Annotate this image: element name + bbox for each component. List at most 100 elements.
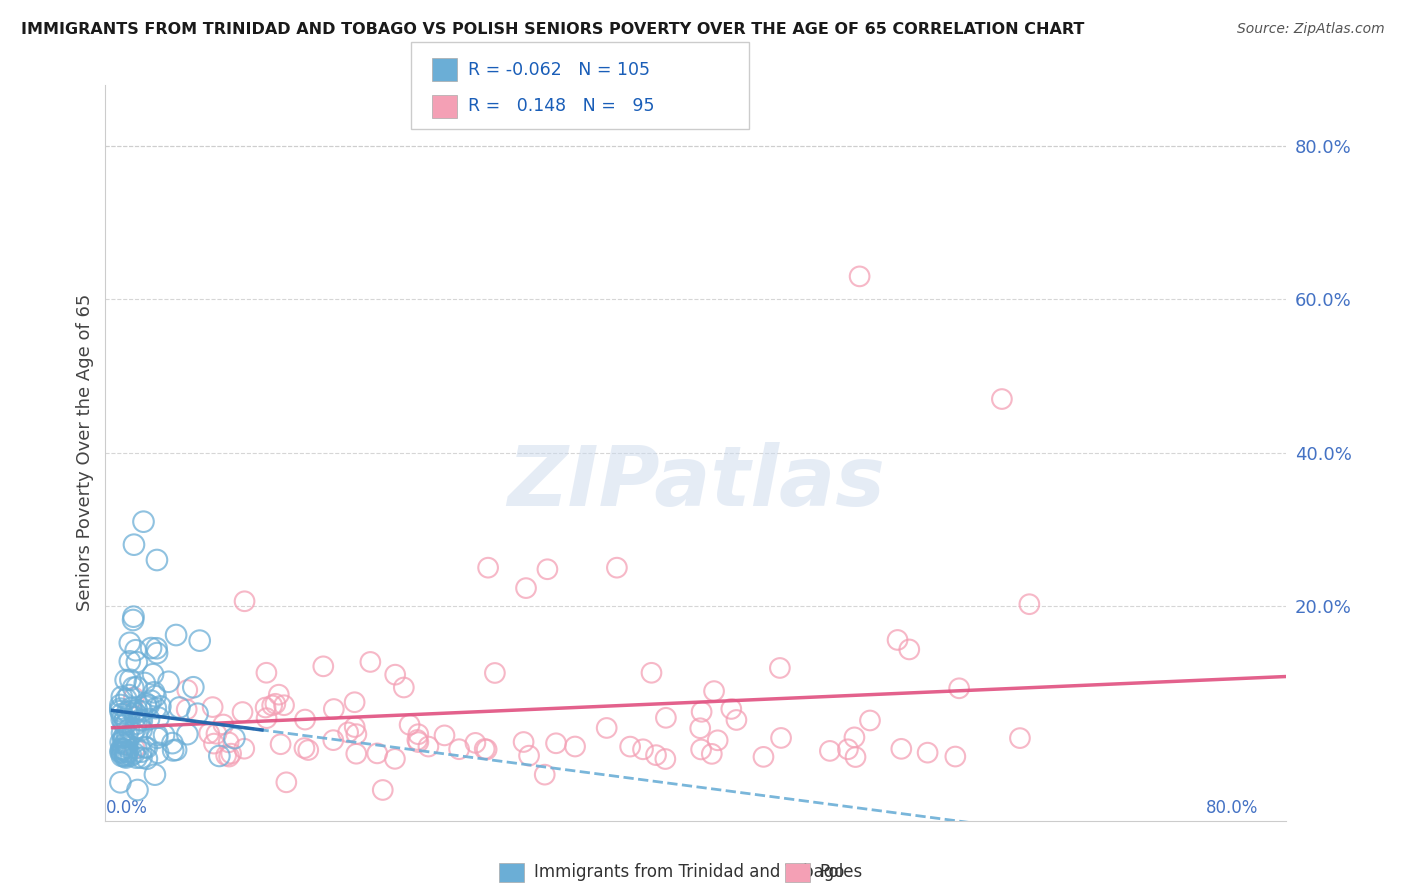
Point — [943, 749, 966, 764]
Point — [112, 731, 135, 745]
Point — [110, 701, 132, 715]
Text: 0.0%: 0.0% — [105, 799, 148, 817]
Point — [135, 697, 157, 711]
Point — [344, 727, 367, 741]
Point — [110, 735, 132, 749]
Point — [254, 665, 277, 680]
Point — [122, 613, 145, 627]
Point — [117, 738, 139, 752]
Point — [110, 704, 132, 718]
Point — [117, 745, 139, 759]
Point — [176, 702, 198, 716]
Point — [770, 731, 793, 745]
Point — [198, 726, 221, 740]
Point — [115, 728, 138, 742]
Point — [139, 641, 162, 656]
Point — [122, 690, 145, 705]
Point — [218, 749, 240, 764]
Point — [700, 747, 723, 761]
Point — [114, 737, 136, 751]
Point — [114, 730, 136, 744]
Point — [890, 741, 912, 756]
Point — [143, 767, 166, 781]
Point — [515, 581, 537, 595]
Point — [371, 783, 394, 797]
Point — [337, 725, 360, 739]
Point — [233, 594, 256, 608]
Point — [264, 697, 287, 711]
Point — [818, 744, 841, 758]
Point — [619, 739, 641, 754]
Point — [122, 746, 145, 760]
Point — [512, 735, 534, 749]
Point — [406, 733, 429, 747]
Point — [112, 715, 135, 730]
Point — [1018, 597, 1040, 611]
Point — [344, 747, 367, 761]
Point — [132, 515, 155, 529]
Point — [536, 562, 558, 576]
Point — [131, 723, 153, 737]
Point — [654, 752, 676, 766]
Text: 80.0%: 80.0% — [1206, 799, 1258, 817]
Point — [146, 728, 169, 742]
Point — [146, 746, 169, 760]
Point — [111, 726, 134, 740]
Point — [564, 739, 586, 754]
Point — [848, 269, 870, 284]
Point — [120, 673, 142, 687]
Point — [408, 735, 430, 749]
Point — [218, 735, 240, 749]
Point — [256, 711, 278, 725]
Point — [153, 728, 176, 742]
Point — [844, 731, 866, 745]
Point — [398, 718, 420, 732]
Point — [418, 739, 440, 754]
Point — [343, 720, 366, 734]
Point — [122, 609, 145, 624]
Point — [129, 713, 152, 727]
Point — [533, 767, 555, 781]
Text: Source: ZipAtlas.com: Source: ZipAtlas.com — [1237, 22, 1385, 37]
Point — [948, 681, 970, 696]
Point — [118, 723, 141, 737]
Point — [157, 674, 180, 689]
Point — [127, 783, 149, 797]
Point — [233, 741, 256, 756]
Point — [124, 706, 146, 720]
Point — [725, 713, 748, 727]
Point — [474, 742, 496, 756]
Point — [655, 711, 678, 725]
Point — [112, 733, 135, 747]
Point — [162, 736, 184, 750]
Point — [114, 749, 136, 764]
Point — [297, 743, 319, 757]
Text: Immigrants from Trinidad and Tobago: Immigrants from Trinidad and Tobago — [534, 863, 845, 881]
Point — [1008, 731, 1031, 745]
Point — [165, 743, 187, 757]
Point — [224, 731, 246, 746]
Point — [118, 688, 141, 702]
Point — [917, 746, 939, 760]
Point — [366, 747, 388, 761]
Point — [706, 733, 728, 747]
Point — [162, 743, 184, 757]
Point — [125, 750, 148, 764]
Point — [262, 698, 284, 713]
Point — [114, 712, 136, 726]
Point — [477, 560, 499, 574]
Point — [343, 695, 366, 709]
Point — [111, 713, 134, 727]
Point — [231, 705, 253, 719]
Point — [517, 748, 540, 763]
Point — [898, 642, 921, 657]
Point — [322, 733, 344, 747]
Point — [125, 703, 148, 717]
Point — [201, 700, 224, 714]
Point — [294, 741, 316, 756]
Point — [110, 745, 132, 759]
Point — [606, 560, 628, 574]
Point — [134, 676, 156, 690]
Point — [148, 711, 170, 725]
Point — [146, 646, 169, 660]
